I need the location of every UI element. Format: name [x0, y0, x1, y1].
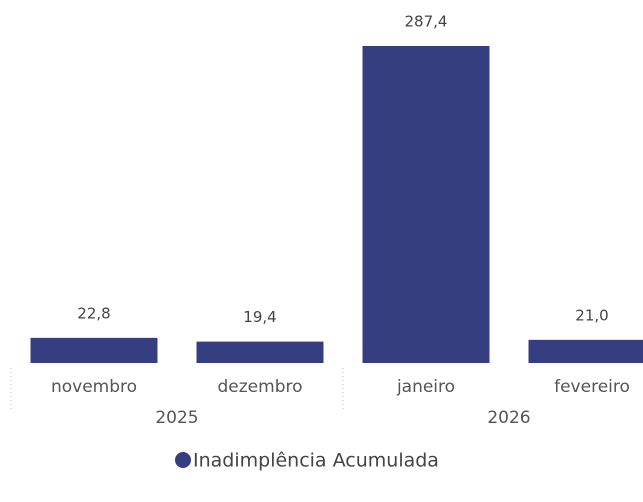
value-label: 21,0 [575, 306, 608, 324]
x-tick-label: janeiro [396, 377, 455, 397]
bar [30, 337, 158, 363]
x-tick-label: fevereiro [554, 377, 630, 397]
legend-marker [175, 452, 191, 468]
bar [528, 339, 643, 363]
value-label: 287,4 [405, 13, 448, 31]
x-tick-label: novembro [51, 377, 137, 397]
group-label: 2026 [487, 408, 530, 428]
x-tick-label: dezembro [218, 377, 303, 397]
legend-label: Inadimplência Acumulada [193, 450, 439, 472]
bar [196, 341, 324, 363]
value-label: 22,8 [77, 304, 110, 322]
group-label: 2025 [155, 408, 198, 428]
bar [362, 46, 490, 363]
value-label: 19,4 [243, 308, 276, 326]
